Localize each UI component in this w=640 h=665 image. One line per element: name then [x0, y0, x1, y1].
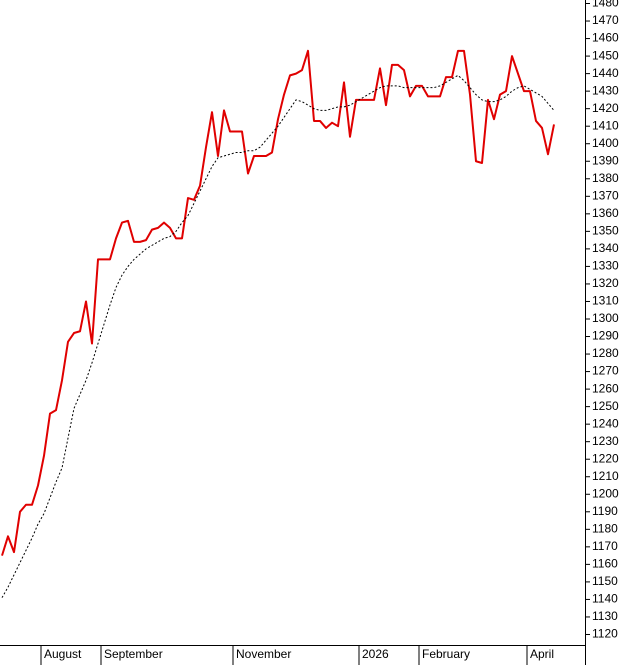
y-tick-label: 1140 — [592, 592, 618, 606]
y-tick-label: 1310 — [592, 294, 619, 308]
y-tick-label: 1480 — [592, 0, 619, 10]
y-tick-label: 1240 — [592, 416, 619, 430]
y-tick-label: 1350 — [592, 224, 619, 238]
price-line — [1, 49, 555, 556]
y-tick-label: 1440 — [592, 66, 619, 80]
y-tick-label: 1200 — [592, 486, 619, 500]
y-tick-label: 1400 — [592, 136, 619, 150]
y-tick-label: 1290 — [592, 329, 619, 343]
y-tick-label: 1160 — [592, 557, 618, 571]
y-tick-label: 1170 — [592, 539, 618, 553]
y-tick-label: 1220 — [592, 451, 619, 465]
y-tick-label: 1390 — [592, 153, 619, 167]
y-tick-label: 1250 — [592, 399, 619, 413]
y-tick-label: 1450 — [592, 48, 619, 62]
y-tick-label: 1190 — [592, 504, 618, 518]
y-tick-label: 1380 — [592, 171, 619, 185]
y-tick-label: 1420 — [592, 101, 619, 115]
y-tick-label: 1320 — [592, 276, 619, 290]
y-tick-label: 1130 — [592, 609, 618, 623]
x-tick-label: November — [236, 647, 291, 661]
y-tick-label: 1270 — [592, 364, 619, 378]
y-tick-label: 1120 — [592, 627, 618, 641]
price-line — [1, 74, 555, 598]
y-tick-label: 1410 — [592, 118, 619, 132]
y-tick-label: 1340 — [592, 241, 619, 255]
x-tick-label: February — [422, 647, 470, 661]
x-tick-label: 2026 — [362, 647, 389, 661]
y-tick-label: 1360 — [592, 206, 619, 220]
y-tick-label: 1470 — [592, 13, 619, 27]
y-tick-label: 1210 — [592, 469, 619, 483]
x-tick-label: April — [530, 647, 554, 661]
y-tick-label: 1460 — [592, 31, 619, 45]
x-tick-label: August — [44, 647, 82, 661]
y-tick-label: 1230 — [592, 434, 619, 448]
y-tick-label: 1430 — [592, 83, 619, 97]
y-tick-label: 1370 — [592, 188, 619, 202]
y-tick-label: 1260 — [592, 381, 619, 395]
y-tick-label: 1280 — [592, 346, 619, 360]
y-tick-label: 1330 — [592, 259, 619, 273]
y-tick-label: 1150 — [592, 574, 618, 588]
y-tick-label: 1300 — [592, 311, 619, 325]
x-tick-label: September — [104, 647, 163, 661]
y-tick-label: 1180 — [592, 521, 618, 535]
